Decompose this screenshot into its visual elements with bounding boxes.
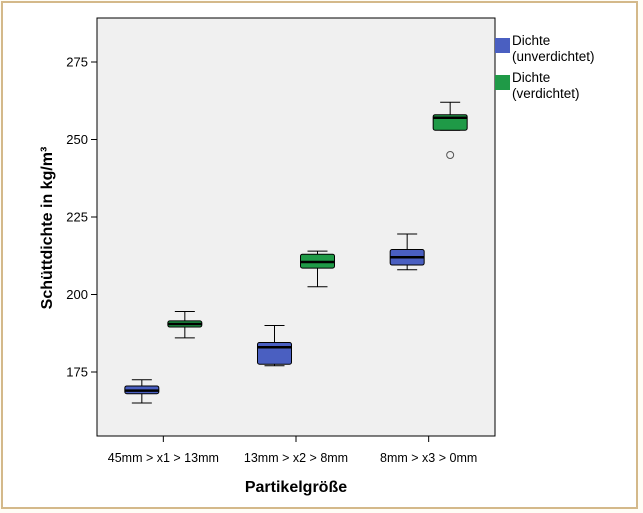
y-axis-label: Schüttdichte in kg/m³ [39, 147, 56, 310]
legend-label: Dichte [512, 70, 550, 85]
box-unverdichtet [389, 233, 425, 271]
y-axis: 175 200 225 250 275 [66, 55, 97, 380]
x-tick-label: 45mm > x1 > 13mm [108, 451, 219, 465]
boxes [124, 101, 468, 404]
legend: Dichte(unverdichtet)Dichte(verdichtet) [495, 33, 595, 101]
y-tick-label: 200 [66, 287, 88, 302]
plot-area [96, 17, 496, 437]
box-unverdichtet [257, 325, 292, 367]
y-tick-label: 175 [66, 365, 88, 380]
legend-label: (unverdichtet) [512, 49, 595, 64]
legend-label: Dichte [512, 33, 550, 48]
box-body [257, 342, 292, 365]
legend-swatch [495, 38, 510, 53]
outlier-point [446, 151, 455, 159]
box-verdichtet [167, 311, 203, 339]
box-verdichtet [432, 101, 468, 159]
x-tick-label: 13mm > x2 > 8mm [244, 451, 348, 465]
x-tick-label: 8mm > x3 > 0mm [380, 451, 477, 465]
y-tick-label: 275 [66, 55, 88, 70]
box-unverdichtet [124, 379, 160, 404]
y-tick-label: 250 [66, 132, 88, 147]
y-tick-label: 225 [66, 210, 88, 225]
box-verdichtet [300, 250, 335, 288]
x-axis-label: Partikelgröße [245, 479, 347, 496]
x-axis: 45mm > x1 > 13mm 13mm > x2 > 8mm 8mm > x3 … [108, 436, 477, 465]
legend-swatch [495, 75, 510, 90]
legend-label: (verdichtet) [512, 86, 580, 101]
